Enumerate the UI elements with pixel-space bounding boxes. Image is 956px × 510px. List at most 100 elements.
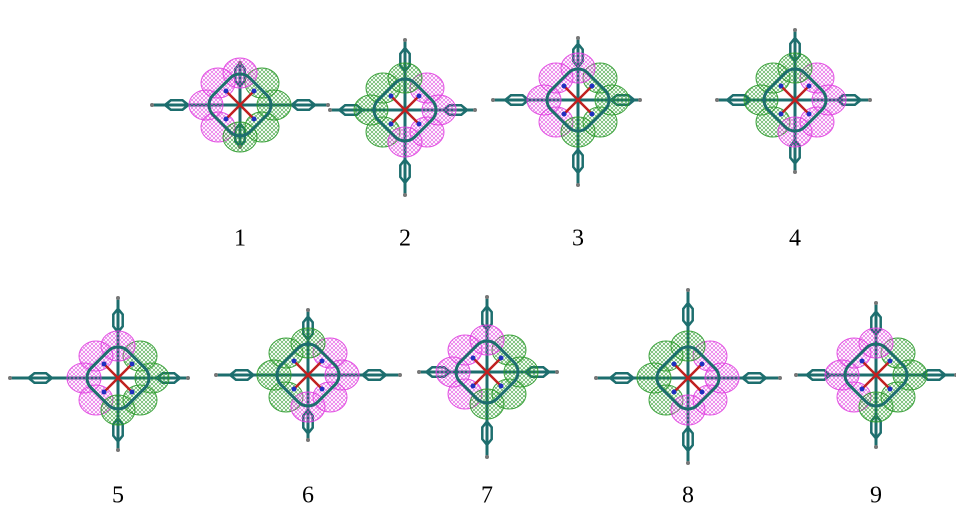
orbital-lobe	[257, 90, 291, 120]
panel-label: 2	[399, 226, 411, 252]
orbital-lobe	[825, 360, 859, 390]
metal-bond	[295, 362, 308, 375]
metal-bond	[405, 110, 418, 123]
nitrogen	[224, 89, 229, 94]
atom	[8, 376, 12, 380]
nitrogen	[499, 356, 504, 361]
atom	[874, 301, 878, 305]
orbital-lobe	[325, 360, 359, 390]
panel-label: 1	[234, 226, 246, 252]
nitrogen	[672, 390, 677, 395]
nitrogen	[389, 122, 394, 127]
nitrogen	[888, 387, 893, 392]
figure: 123456789	[0, 0, 956, 510]
metal-bond	[487, 359, 500, 372]
atom	[686, 461, 690, 465]
panel-label: 7	[481, 483, 493, 509]
nitrogen	[562, 84, 567, 89]
atom	[576, 183, 580, 187]
nitrogen	[499, 384, 504, 389]
metal-bond	[688, 365, 701, 378]
orbital-lobe	[504, 357, 538, 387]
metal-bond	[227, 92, 240, 105]
metal-bond	[863, 362, 876, 375]
orbital-lobe	[893, 360, 927, 390]
metal-bond	[675, 378, 688, 391]
metal-bond	[578, 100, 591, 113]
nitrogen	[292, 387, 297, 392]
nitrogen	[700, 390, 705, 395]
metal-bond	[795, 100, 808, 113]
orbital-lobe	[135, 363, 169, 393]
metal-bond	[876, 375, 889, 388]
panel-label: 8	[682, 483, 694, 509]
metal-bond	[227, 105, 240, 118]
atom	[417, 370, 421, 374]
metal-bond	[474, 359, 487, 372]
orbital-lobe	[354, 95, 388, 125]
nitrogen	[417, 122, 422, 127]
atom	[403, 193, 407, 197]
atom	[186, 376, 190, 380]
nitrogen	[672, 362, 677, 367]
orbital-lobe	[705, 363, 739, 393]
metal-bond	[295, 375, 308, 388]
nitrogen	[860, 359, 865, 364]
orbital-lobe	[744, 85, 778, 115]
atom	[868, 98, 872, 102]
metal-bond	[565, 100, 578, 113]
metal-bond	[565, 87, 578, 100]
molecule	[328, 38, 477, 197]
metal-bond	[405, 97, 418, 110]
atom	[473, 108, 477, 112]
nitrogen	[590, 112, 595, 117]
atom	[793, 28, 797, 32]
atom	[793, 170, 797, 174]
atom	[715, 98, 719, 102]
atom	[306, 438, 310, 442]
nitrogen	[779, 112, 784, 117]
panel-label: 5	[112, 483, 124, 509]
atom	[555, 370, 559, 374]
nitrogen	[224, 117, 229, 122]
atom	[794, 373, 798, 377]
atom	[638, 98, 642, 102]
atom	[328, 108, 332, 112]
nitrogen	[252, 89, 257, 94]
atom	[214, 373, 218, 377]
metal-bond	[782, 100, 795, 113]
panel-label: 4	[789, 226, 801, 252]
atom	[150, 103, 154, 107]
molecule	[8, 296, 190, 452]
panel-label: 9	[870, 483, 882, 509]
nitrogen	[779, 84, 784, 89]
nitrogen	[888, 359, 893, 364]
orbital-lobe	[595, 85, 629, 115]
atom	[874, 445, 878, 449]
atom	[116, 296, 120, 300]
page: 123456789 (() => { const data = JSON.par…	[0, 0, 956, 510]
nitrogen	[807, 84, 812, 89]
metal-bond	[118, 365, 131, 378]
orbital-lobe	[812, 85, 846, 115]
orbital-lobe	[422, 95, 456, 125]
orbital-lobe	[67, 363, 101, 393]
nitrogen	[471, 384, 476, 389]
molecule	[150, 58, 330, 152]
nitrogen	[102, 390, 107, 395]
nitrogen	[102, 362, 107, 367]
atom	[116, 448, 120, 452]
nitrogen	[130, 362, 135, 367]
metal-bond	[392, 97, 405, 110]
nitrogen	[590, 84, 595, 89]
metal-bond	[105, 378, 118, 391]
orbital-lobe	[436, 357, 470, 387]
atom	[326, 103, 330, 107]
metal-bond	[240, 92, 253, 105]
orbital-lobe	[257, 360, 291, 390]
molecule	[214, 308, 402, 442]
metal-bond	[688, 378, 701, 391]
nitrogen	[562, 112, 567, 117]
metal-bond	[863, 375, 876, 388]
molecule	[715, 28, 872, 174]
